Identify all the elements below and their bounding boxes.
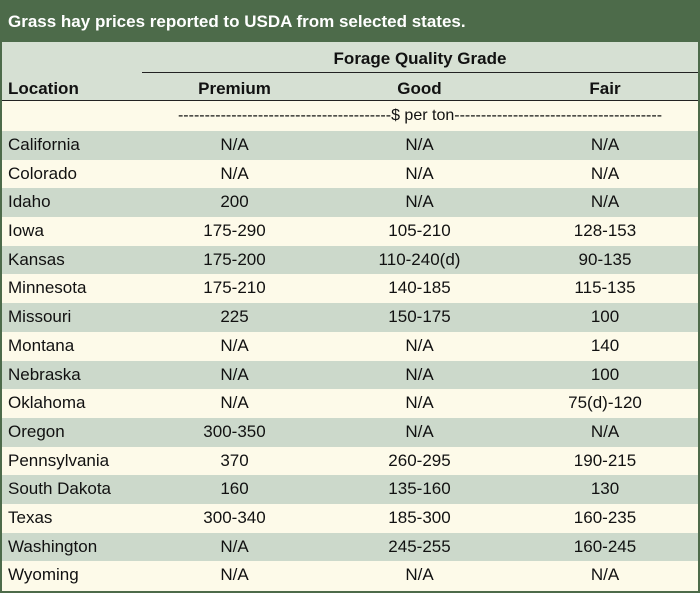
cell-premium: N/A — [220, 565, 249, 585]
table-row: Texas 300-340 185-300 160-235 — [2, 503, 698, 533]
table-row: Kansas 175-200 110-240(d) 90-135 — [2, 245, 698, 275]
cell-fair: N/A — [590, 421, 620, 441]
cell-premium: 300-340 — [203, 507, 266, 527]
cell-fair: N/A — [590, 163, 620, 183]
header-premium: Premium — [198, 79, 271, 98]
cell-fair: 90-135 — [578, 249, 632, 269]
cell-good: N/A — [405, 393, 434, 413]
table-row: Wyoming N/A N/A N/A — [2, 561, 698, 590]
cell-fair: 190-215 — [573, 450, 637, 470]
cell-premium: 370 — [220, 450, 249, 470]
cell-fair: N/A — [590, 565, 620, 585]
cell-location: Oklahoma — [8, 393, 86, 413]
cell-premium: N/A — [220, 163, 249, 183]
cell-fair: 100 — [590, 307, 620, 327]
table-row: Missouri 225 150-175 100 — [2, 303, 698, 332]
cell-good: N/A — [405, 135, 434, 154]
cell-good: 185-300 — [388, 507, 451, 527]
cell-location: Colorado — [8, 163, 77, 183]
header-good: Good — [397, 79, 442, 98]
table-row: Montana N/A N/A 140 — [2, 331, 698, 361]
cell-location: California — [8, 135, 80, 154]
cell-location: Missouri — [8, 307, 72, 327]
cell-location: Nebraska — [8, 364, 81, 384]
cell-premium: 175-210 — [203, 278, 266, 298]
cell-location: Iowa — [8, 221, 44, 241]
cell-location: Minnesota — [8, 278, 87, 298]
cell-good: 150-175 — [388, 307, 451, 327]
cell-premium: 160 — [220, 479, 249, 499]
cell-good: N/A — [405, 565, 434, 585]
cell-good: 135-160 — [388, 479, 451, 499]
cell-good: 140-185 — [388, 278, 451, 298]
cell-premium: 225 — [220, 307, 249, 327]
cell-fair: 115-135 — [574, 278, 636, 298]
cell-location: Wyoming — [8, 565, 79, 585]
table-row: Oregon 300-350 N/A N/A — [2, 417, 698, 447]
cell-good: N/A — [405, 421, 434, 441]
table-row: Oklahoma N/A N/A 75(d)-120 — [2, 389, 698, 418]
cell-fair: N/A — [590, 135, 620, 154]
cell-location: Idaho — [8, 192, 51, 212]
cell-fair: 140 — [590, 335, 620, 355]
table-row: Idaho 200 N/A N/A — [2, 188, 698, 218]
table-row: Washington N/A 245-255 160-245 — [2, 532, 698, 562]
cell-fair: N/A — [590, 192, 620, 212]
cell-good: N/A — [405, 192, 434, 212]
table-row: Nebraska N/A N/A 100 — [2, 360, 698, 390]
header-fair: Fair — [589, 79, 621, 98]
cell-good: 110-240(d) — [378, 249, 461, 269]
cell-premium: 200 — [220, 192, 249, 212]
units-label: ----------------------------------------… — [177, 107, 663, 124]
cell-premium: 175-200 — [203, 249, 266, 269]
column-group-header: Forage Quality Grade — [333, 49, 507, 68]
cell-location: Kansas — [8, 249, 65, 269]
table-row: Pennsylvania 370 260-295 190-215 — [2, 446, 698, 476]
cell-fair: 130 — [590, 479, 620, 499]
cell-good: N/A — [405, 335, 434, 355]
table-header: Forage Quality Grade Location Premium Go… — [2, 42, 698, 101]
header-rule — [2, 100, 698, 101]
cell-fair: 160-235 — [573, 507, 637, 527]
cell-location: Texas — [8, 507, 53, 527]
cell-location: Washington — [8, 536, 98, 556]
cell-good: N/A — [405, 163, 434, 183]
cell-location: Oregon — [8, 421, 65, 441]
cell-good: 260-295 — [388, 450, 451, 470]
cell-premium: N/A — [220, 135, 249, 154]
cell-premium: 175-290 — [203, 221, 266, 241]
cell-fair: 160-245 — [573, 536, 637, 556]
header-location: Location — [8, 79, 79, 98]
cell-good: N/A — [405, 364, 434, 384]
cell-location: South Dakota — [8, 479, 112, 499]
table-body: California N/A N/A N/A Colorado N/A N/A N/A Idah… — [2, 131, 698, 590]
cell-location: Montana — [8, 335, 75, 355]
table-row: Minnesota 175-210 140-185 115-135 — [2, 274, 698, 304]
cell-premium: N/A — [220, 335, 249, 355]
table-title: Grass hay prices reported to USDA from s… — [2, 2, 698, 42]
table-row: California N/A N/A N/A — [2, 131, 698, 160]
cell-premium: N/A — [220, 393, 249, 413]
cell-premium: 300-350 — [203, 421, 266, 441]
table-row: South Dakota 160 135-160 130 — [2, 475, 698, 504]
cell-good: 245-255 — [388, 536, 451, 556]
cell-fair: 100 — [590, 364, 620, 384]
cell-fair: 75(d)-120 — [568, 393, 642, 413]
units-row: ----------------------------------------… — [2, 101, 698, 131]
cell-location: Pennsylvania — [8, 450, 110, 470]
table-row: Colorado N/A N/A N/A — [2, 159, 698, 189]
table-row: Iowa 175-290 105-210 128-153 — [2, 217, 698, 246]
cell-premium: N/A — [220, 536, 249, 556]
cell-fair: 128-153 — [573, 221, 637, 241]
cell-premium: N/A — [220, 364, 249, 384]
group-rule — [142, 72, 698, 73]
cell-good: 105-210 — [388, 221, 451, 241]
